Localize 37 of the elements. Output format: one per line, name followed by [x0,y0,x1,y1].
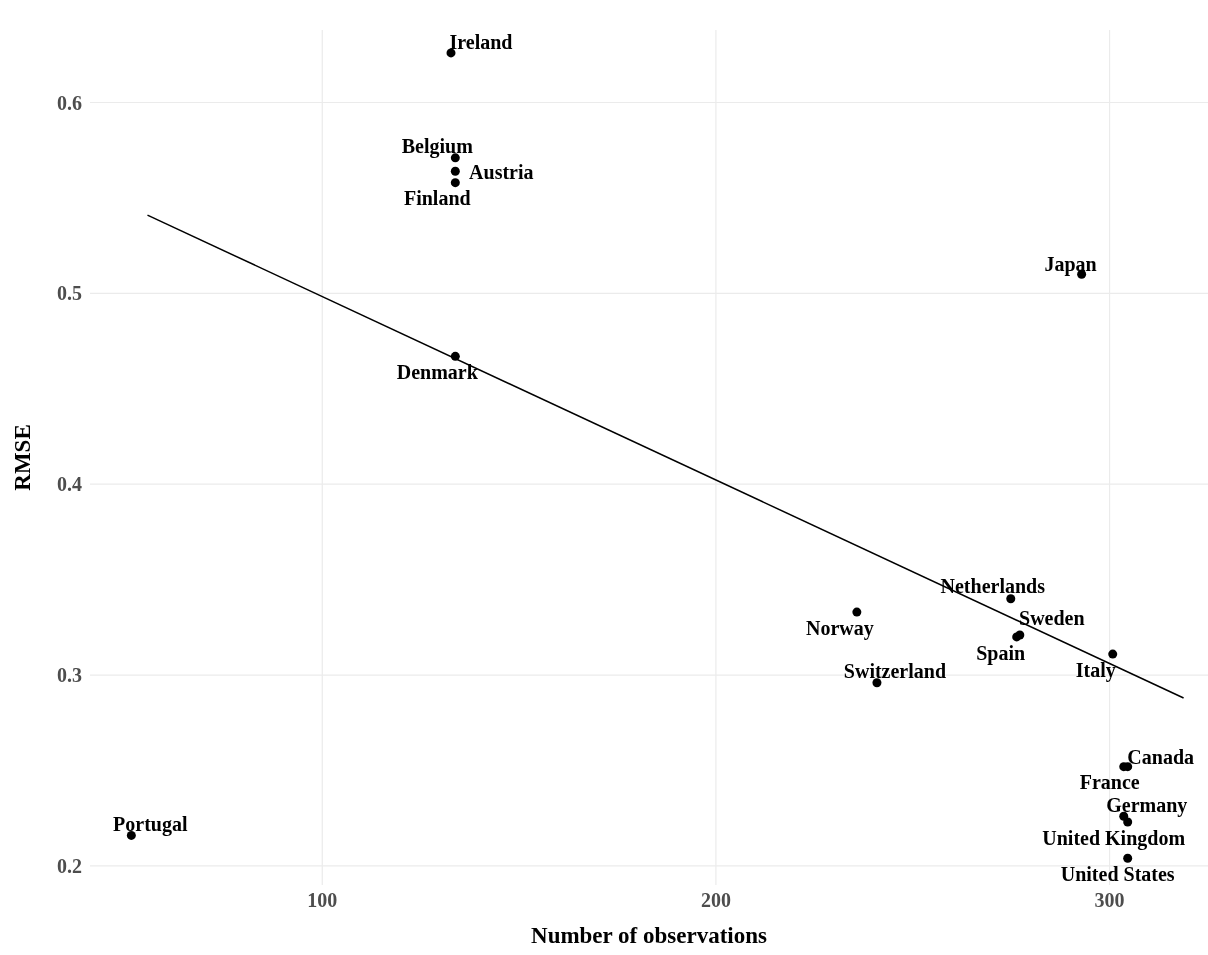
data-label: Italy [1075,659,1116,683]
data-label: Belgium [401,134,474,158]
data-label: Ireland [449,30,513,53]
point [1006,594,1016,604]
y-tick-label: 0.3 [57,664,82,687]
point [852,607,862,617]
point [872,678,882,688]
y-tick-label: 0.2 [57,854,82,877]
data-label: Finland [403,186,471,209]
x-axis-title: Number of observations [531,923,768,948]
data-label: Norway [805,617,874,641]
y-tick-label: 0.4 [57,473,82,496]
data-label: United States [1060,863,1175,886]
point [450,178,460,188]
point [446,48,456,58]
data-label: Austria [469,161,534,184]
data-label: Denmark [396,361,479,384]
data-label: Japan [1044,253,1097,277]
point [1108,649,1118,659]
point [450,166,460,176]
x-tick-label: 300 [1094,889,1125,911]
y-axis-title: RMSE [9,424,35,491]
y-tick-label: 0.6 [57,91,82,114]
data-label: Spain [976,641,1026,665]
x-tick-label: 100 [307,889,338,911]
data-label: Sweden [1019,606,1085,629]
point [1123,853,1133,863]
data-label: Portugal [113,813,188,837]
point [1123,817,1133,827]
data-label: France [1079,770,1140,793]
data-label: Canada [1127,745,1195,768]
data-label: United Kingdom [1042,827,1186,851]
data-label: Germany [1106,794,1188,818]
x-tick-label: 200 [700,889,731,911]
data-label: Switzerland [843,659,947,682]
data-label: Netherlands [940,574,1046,597]
y-tick-label: 0.5 [57,282,82,305]
